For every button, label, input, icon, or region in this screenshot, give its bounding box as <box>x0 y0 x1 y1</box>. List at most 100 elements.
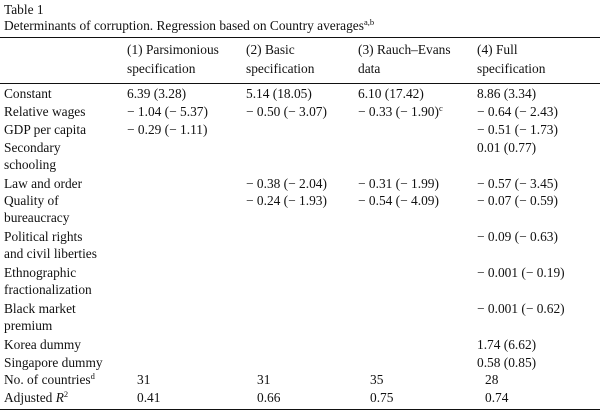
caption-text: Determinants of corruption. Regression b… <box>4 18 364 33</box>
cell-col-4: − 0.51 (− 1.73) <box>477 121 558 138</box>
cell-value: 0.58 (0.85) <box>477 354 537 370</box>
cell-col-4: 28 <box>485 371 498 388</box>
cell-value: 0.01 (0.77) <box>477 139 537 155</box>
row-label-line: bureaucracy <box>4 210 70 226</box>
cell-col-2: 5.14 (18.05) <box>246 85 312 102</box>
cell-value: − 0.29 (− 1.11) <box>127 121 208 137</box>
top-rule <box>0 37 600 38</box>
cell-value: 8.86 (3.34) <box>477 86 537 101</box>
cell-col-2: − 0.50 (− 3.07) <box>246 103 327 120</box>
cell-col-4: − 0.001 (− 0.19) <box>477 264 565 281</box>
row-label: Relative wages <box>4 103 85 120</box>
cell-value: − 0.54 (− 4.09) <box>358 193 439 209</box>
row-label: Quality of bureaucracy <box>4 192 69 226</box>
cell-col-4: − 0.09 (− 0.63) <box>477 228 558 245</box>
cell-value: − 0.51 (− 1.73) <box>477 121 558 137</box>
cell-value: − 0.57 (− 3.45) <box>477 175 558 191</box>
cell-col-3: − 0.31 (− 1.99) <box>358 175 439 192</box>
cell-col-3: 6.10 (17.42) <box>358 85 424 102</box>
cell-col-4: 8.86 (3.34) <box>477 85 536 102</box>
cell-value: − 1.04 (− 5.37) <box>127 103 208 119</box>
row-label-superscript: d <box>90 371 95 382</box>
row-label: Secondary schooling <box>4 139 61 173</box>
cell-value: 28 <box>485 372 499 388</box>
row-label-line: Adjusted R2 <box>4 389 69 406</box>
column-header-4: (4) Full specification <box>477 42 546 76</box>
cell-value: − 0.001 (− 0.19) <box>477 265 565 280</box>
row-label-superscript: 2 <box>63 389 69 400</box>
row-label: Singapore dummy <box>4 354 103 371</box>
cell-col-1: 0.41 <box>137 389 160 406</box>
row-label: Black market premium <box>4 300 76 334</box>
cell-col-4: − 0.57 (− 3.45) <box>477 175 558 192</box>
row-label: Political rights and civil liberties <box>4 228 97 262</box>
row-label-line: Korea dummy <box>4 336 81 352</box>
column-header-2: (2) Basic specification <box>246 42 315 76</box>
cell-col-4: − 0.64 (− 2.43) <box>477 103 558 120</box>
cell-col-4: 0.01 (0.77) <box>477 139 536 156</box>
cell-value: 5.14 (18.05) <box>246 86 312 101</box>
cell-value: 1.74 (6.62) <box>477 336 537 352</box>
cell-col-3: 0.75 <box>370 389 393 406</box>
cell-col-4: − 0.001 (− 0.62) <box>477 300 565 317</box>
cell-col-1: 6.39 (3.28) <box>127 85 186 102</box>
cell-col-2: − 0.24 (− 1.93) <box>246 192 327 209</box>
cell-col-2: 0.66 <box>257 389 280 406</box>
cell-value: − 0.31 (− 1.99) <box>358 175 439 191</box>
row-label-line: premium <box>4 317 53 333</box>
cell-value: − 0.33 (− 1.90) <box>358 103 439 119</box>
caption-footnote-marker: a,b <box>363 17 375 27</box>
header-rule <box>0 83 600 84</box>
cell-value: − 0.64 (− 2.43) <box>477 103 558 119</box>
row-label: GDP per capita <box>4 121 86 138</box>
row-label-line: and civil liberties <box>4 246 97 262</box>
row-label-line: Political rights <box>4 229 83 245</box>
table-caption: Determinants of corruption. Regression b… <box>4 17 374 34</box>
cell-col-1: 31 <box>137 371 150 388</box>
cell-col-1: − 0.29 (− 1.11) <box>127 121 207 138</box>
row-label: Korea dummy <box>4 336 81 353</box>
row-label-line: schooling <box>4 156 57 172</box>
row-label: Adjusted R2 <box>4 389 68 406</box>
row-label-line: Singapore dummy <box>4 354 103 370</box>
table-number: Table 1 <box>4 2 44 17</box>
cell-value: 6.39 (3.28) <box>127 86 187 101</box>
cell-value: 0.66 <box>257 390 281 406</box>
cell-col-1: − 1.04 (− 5.37) <box>127 103 208 120</box>
cell-value: − 0.50 (− 3.07) <box>246 103 327 119</box>
cell-value: − 0.001 (− 0.62) <box>477 300 565 316</box>
cell-col-4: − 0.07 (− 0.59) <box>477 192 558 209</box>
cell-col-3: − 0.33 (− 1.90)c <box>358 103 443 120</box>
row-label-line: Law and order <box>4 175 83 191</box>
cell-value: 0.41 <box>137 390 161 406</box>
cell-value: − 0.07 (− 0.59) <box>477 193 558 209</box>
cell-col-4: 0.74 <box>485 389 508 406</box>
row-label-line: No. of countriesd <box>4 371 95 388</box>
column-header-3: (3) Rauch–Evans data <box>358 42 451 76</box>
cell-value: 31 <box>137 372 151 388</box>
row-label: Law and order <box>4 175 82 192</box>
cell-col-3: 35 <box>370 371 383 388</box>
cell-col-4: 1.74 (6.62) <box>477 336 536 353</box>
cell-value: 6.10 (17.42) <box>358 86 424 101</box>
cell-col-2: − 0.38 (− 2.04) <box>246 175 327 192</box>
cell-value: − 0.09 (− 0.63) <box>477 229 558 245</box>
row-label-line: Relative wages <box>4 103 86 119</box>
cell-col-4: 0.58 (0.85) <box>477 354 536 371</box>
row-label-line: GDP per capita <box>4 121 87 137</box>
cell-value: − 0.38 (− 2.04) <box>246 175 327 191</box>
row-label-line: Quality of <box>4 193 59 209</box>
row-label-line: Ethnographic <box>4 265 77 280</box>
cell-value: 0.75 <box>370 390 394 406</box>
cell-col-2: 31 <box>257 371 270 388</box>
cell-footnote-marker: c <box>438 102 443 113</box>
cell-value: 0.74 <box>485 390 509 406</box>
row-label: Ethnographic fractionalization <box>4 264 92 298</box>
column-header-1: (1) Parsimonious specification <box>127 42 219 76</box>
cell-value: − 0.24 (− 1.93) <box>246 193 327 209</box>
row-label-line: fractionalization <box>4 282 92 297</box>
cell-value: 31 <box>257 372 271 388</box>
cell-value: 35 <box>370 372 384 388</box>
row-label-line: Constant <box>4 86 52 101</box>
